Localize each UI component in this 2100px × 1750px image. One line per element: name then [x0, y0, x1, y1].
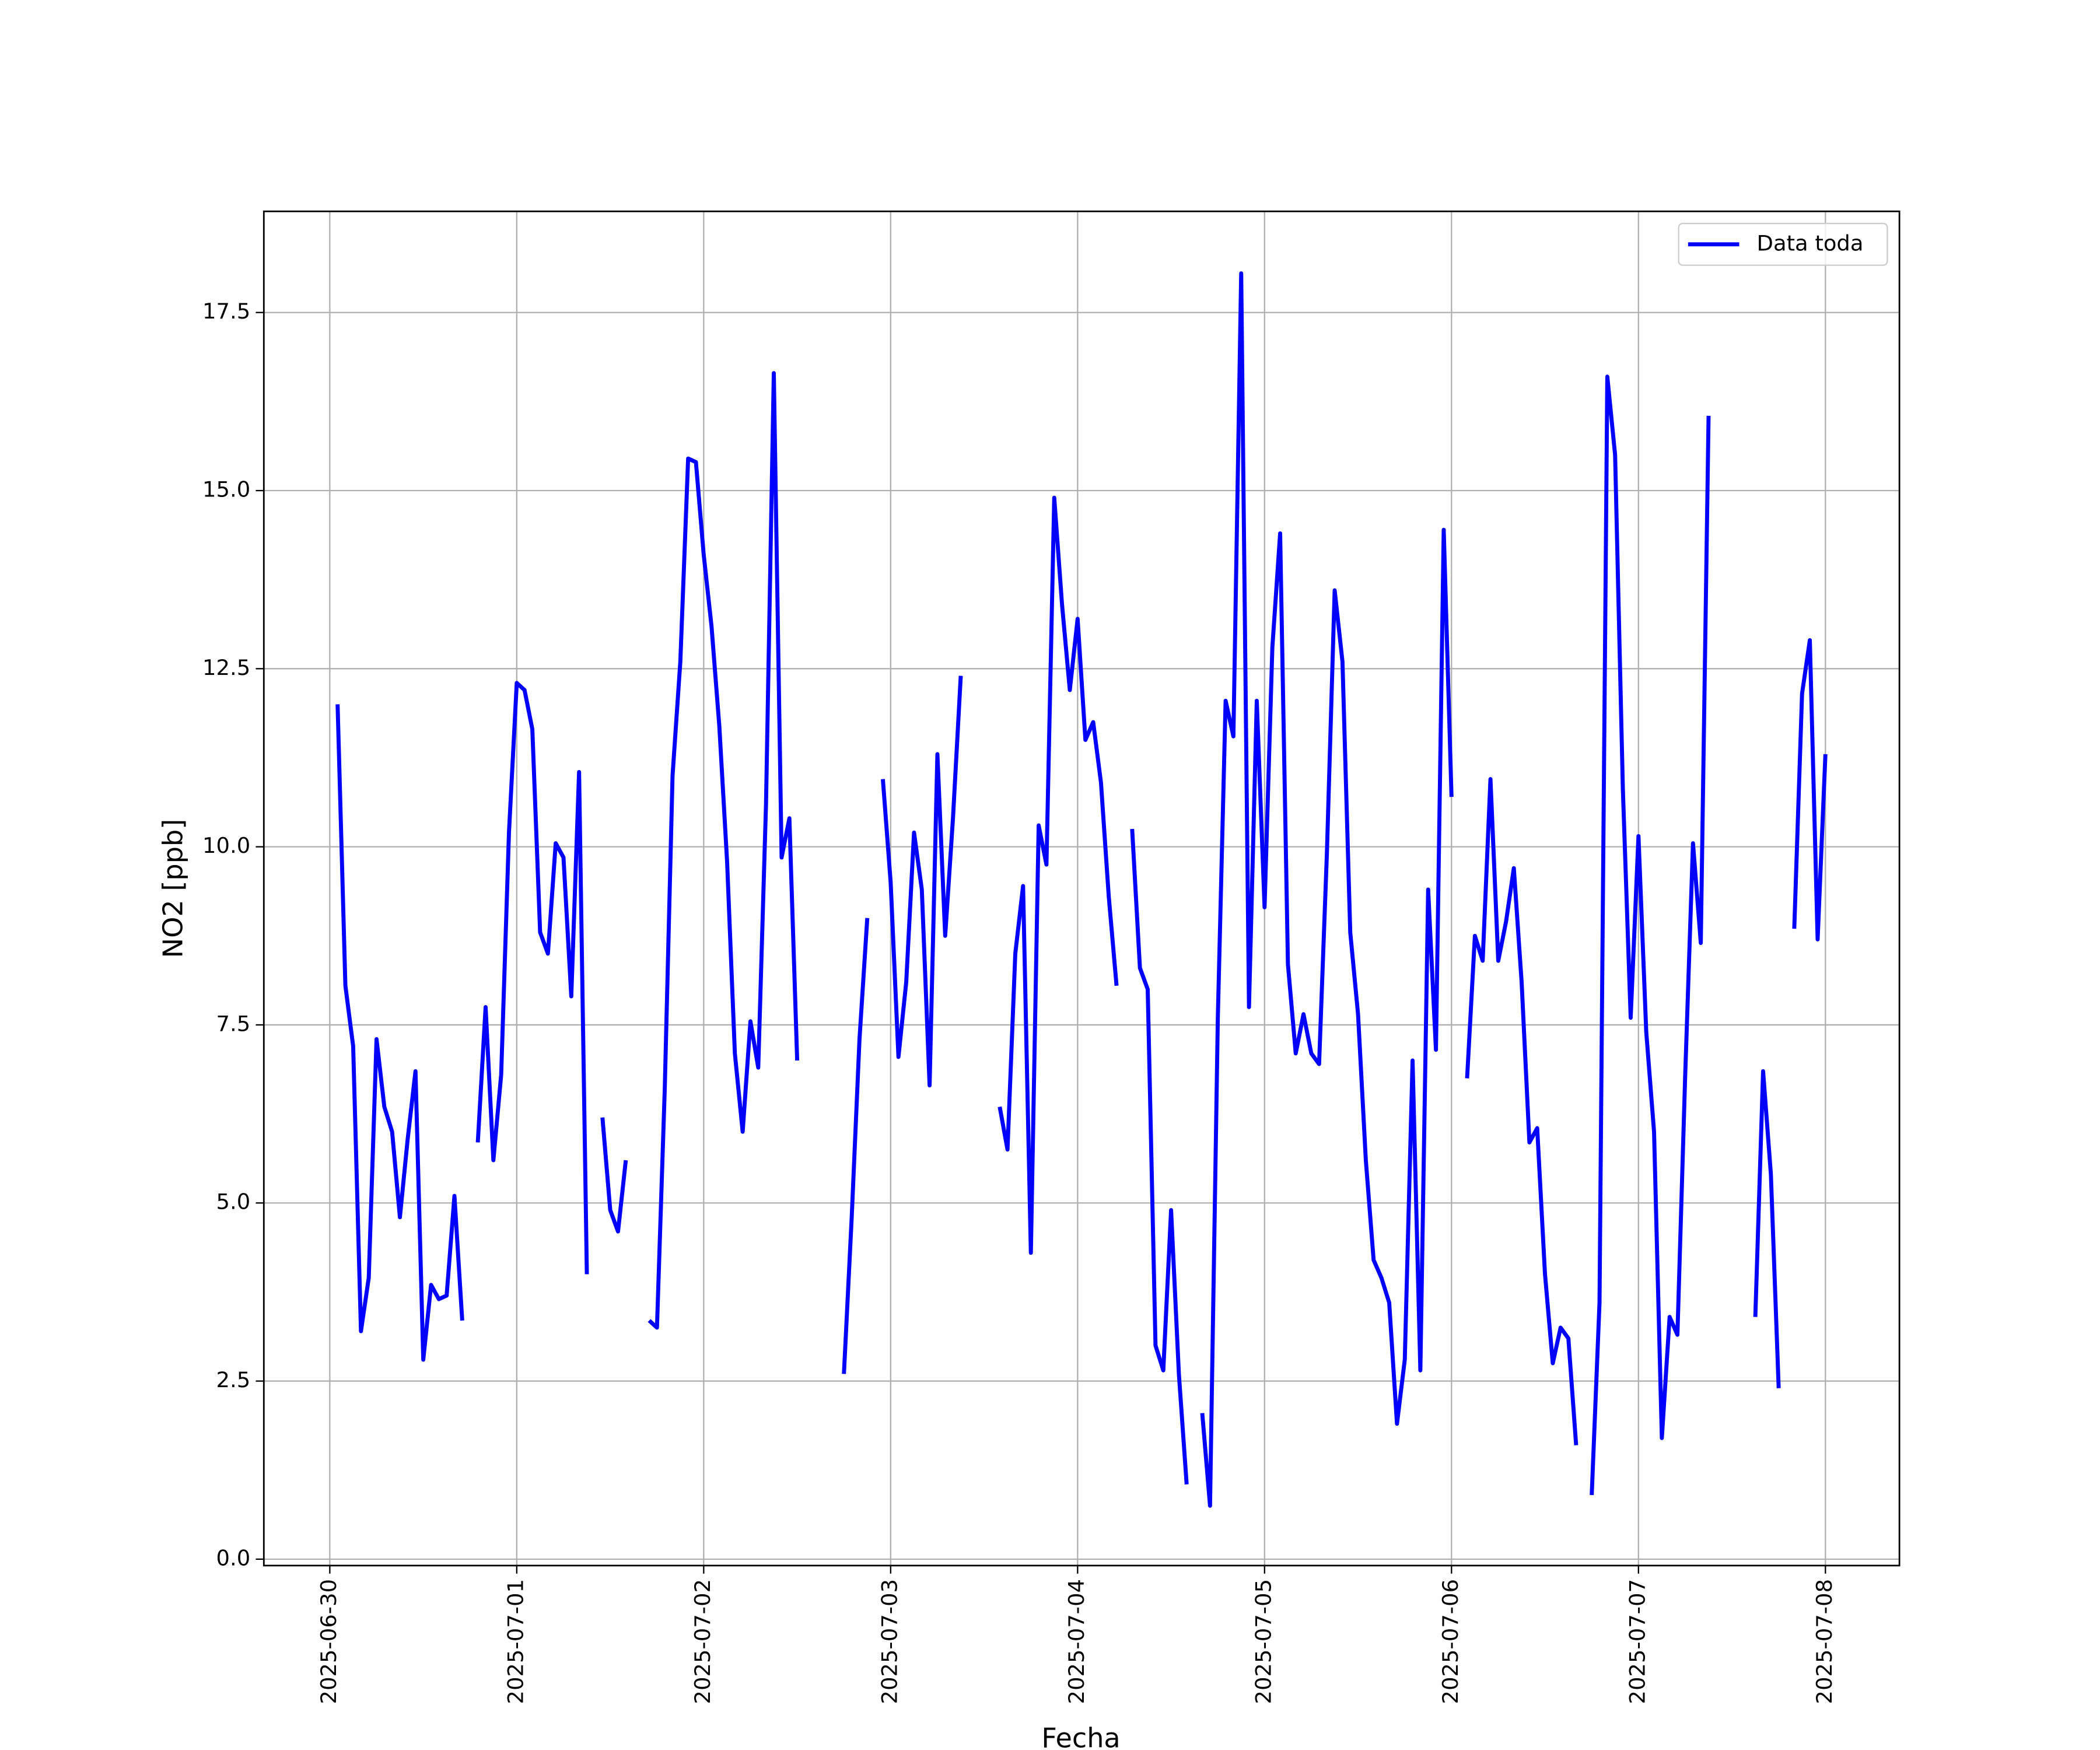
legend-label: Data toda: [1757, 230, 1864, 256]
x-tick-label: 2025-07-02: [690, 1579, 715, 1704]
legend-box: [1678, 222, 1888, 266]
y-tick-label: 5.0: [216, 1189, 251, 1214]
x-tick-label: 2025-07-03: [877, 1579, 902, 1704]
x-tick-label: 2025-07-07: [1625, 1579, 1650, 1704]
x-tick-label: 2025-07-06: [1438, 1579, 1463, 1704]
x-tick-label: 2025-07-04: [1064, 1579, 1089, 1704]
x-tick-label: 2025-07-01: [503, 1579, 528, 1704]
x-tick-label: 2025-07-05: [1251, 1579, 1276, 1704]
data-line: [335, 271, 1828, 1508]
y-tick-label: 10.0: [202, 833, 250, 858]
y-tick-label: 17.5: [202, 299, 250, 324]
x-axis-label: Fecha: [1041, 1722, 1120, 1750]
y-tick-label: 2.5: [216, 1367, 251, 1392]
x-tick-label: 2025-07-08: [1812, 1579, 1837, 1704]
y-tick-label: 7.5: [216, 1011, 251, 1036]
x-tick-label: 2025-06-30: [316, 1579, 341, 1704]
y-tick-label: 15.0: [202, 477, 250, 502]
y-tick-label: 12.5: [202, 655, 250, 680]
plot-frame: [262, 210, 1901, 1567]
y-axis-label: NO2 [ppb]: [158, 819, 189, 958]
y-tick-label: 0.0: [216, 1545, 251, 1570]
